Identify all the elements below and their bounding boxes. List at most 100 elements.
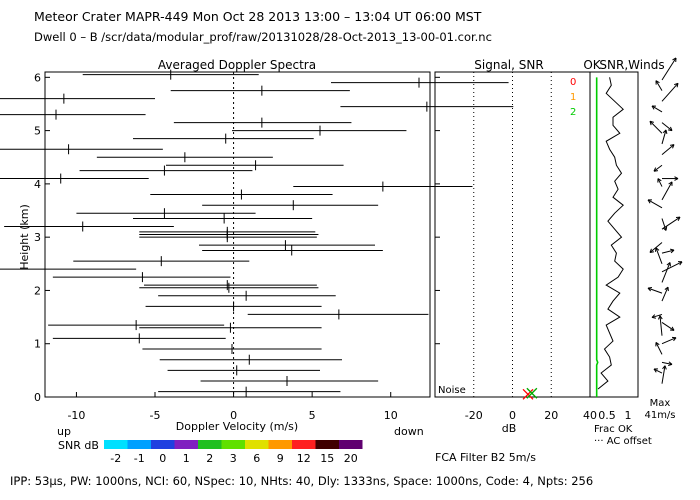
frac-ok-tick-label: 0.5: [598, 409, 616, 422]
wind-arrowhead: [669, 126, 673, 131]
colorbar-swatch: [104, 440, 128, 449]
header-title: Meteor Crater MAPR-449 Mon Oct 28 2013 1…: [34, 9, 482, 24]
wind-vector: [655, 80, 663, 91]
height-ticks: 0 1 2 3 4 5 6: [34, 71, 440, 404]
wind-vector: [649, 120, 663, 134]
velocity-ticks: -10 -5 0 5 10: [67, 392, 398, 422]
snr-tick-label: 40: [583, 409, 597, 422]
wind-arrowhead: [659, 315, 663, 320]
velocity-tick-label: -5: [150, 409, 161, 422]
wind-vector: [661, 361, 673, 365]
wind-vector: [651, 313, 663, 318]
wind-vector: [659, 315, 663, 336]
wind-vector: [661, 57, 677, 81]
height-tick-label: 6: [34, 71, 41, 84]
snr-tick-label: 20: [544, 409, 558, 422]
wind-vector: [647, 199, 663, 209]
wind-arrowhead: [655, 247, 660, 251]
ok-flag-1: 1: [570, 92, 576, 103]
wind-arrowhead: [662, 365, 666, 370]
colorbar-tick-label: 15: [320, 452, 334, 465]
colorbar-swatch: [198, 440, 222, 449]
wind-arrowhead: [670, 249, 675, 254]
fca-filter-label: FCA Filter B2 5m/s: [435, 451, 536, 464]
wind-vector: [661, 365, 666, 384]
wind-arrowhead: [665, 226, 668, 231]
wind-vector: [655, 342, 663, 355]
snr-colorbar: -2 -1 0 1 2 3 6 9 12 15 20: [104, 440, 363, 465]
wind-arrowhead: [674, 82, 679, 86]
wind-arrowhead: [668, 181, 673, 185]
wind-arrowhead: [673, 337, 677, 342]
frac-ok-ticks: 0.5 1: [598, 409, 631, 422]
wind-arrowhead: [665, 129, 668, 134]
velocity-tick-label: 10: [384, 409, 398, 422]
wind-vector: [661, 262, 671, 283]
wind-vector: [651, 105, 663, 113]
colorbar-tick-label: 6: [253, 452, 260, 465]
colorbar-tick-label: 20: [344, 452, 358, 465]
wind-vector: [647, 287, 663, 294]
colorbar-swatch: [268, 440, 292, 449]
wind-arrowhead: [649, 251, 655, 253]
wind-vector: [653, 368, 663, 374]
colorbar-swatch: [315, 440, 339, 449]
colorbar-tick-label: 12: [297, 452, 311, 465]
colorbar-tick-label: -2: [110, 452, 121, 465]
spectra-markers: [0, 69, 514, 397]
wind-arrowhead: [666, 262, 671, 266]
down-label: down: [394, 425, 424, 438]
height-tick-label: 3: [34, 231, 41, 244]
wind-arrowhead: [651, 316, 657, 319]
height-tick-label: 2: [34, 284, 41, 297]
wind-arrowhead: [669, 144, 675, 146]
wind-arrowhead: [647, 287, 652, 292]
ok-panel-frame: [589, 71, 639, 398]
colorbar-swatch: [292, 440, 316, 449]
ok-flag-2: 2: [570, 107, 576, 118]
wind-vector: [653, 164, 663, 172]
wind-arrowhead: [653, 170, 659, 172]
wind-arrowhead: [671, 326, 675, 331]
wind-arrowhead: [662, 227, 667, 231]
snr-x-axis-label: dB: [502, 422, 517, 435]
wind-vector: [661, 144, 675, 155]
colorbar-tick-label: -1: [134, 452, 145, 465]
snr-tick-label: 0: [509, 409, 516, 422]
wind-arrowhead: [647, 286, 653, 289]
height-tick-label: 4: [34, 178, 41, 191]
height-tick-label: 0: [34, 391, 41, 404]
frac-ok-line: [595, 77, 599, 397]
colorbar-swatch: [339, 440, 363, 449]
colorbar-tick-label: 1: [183, 452, 190, 465]
wind-arrowhead: [672, 57, 677, 61]
wind-arrowhead: [670, 248, 675, 251]
wind-arrowhead: [647, 199, 651, 204]
wind-arrowhead: [664, 365, 667, 370]
wind-arrowhead: [674, 176, 679, 179]
wind-arrowhead: [677, 216, 681, 221]
wind-barbs: [647, 57, 683, 384]
radar-parameters-footer: IPP: 53μs, PW: 1000ns, NCI: 60, NSpec: 1…: [10, 474, 594, 488]
wind-arrowhead: [664, 286, 669, 290]
colorbar-swatch: [127, 440, 151, 449]
wind-arrowhead: [674, 178, 679, 181]
ac-offset-label: ··· AC offset: [594, 436, 652, 447]
wind-arrowhead: [653, 167, 657, 172]
frac-ok-tick-label: 1: [625, 409, 632, 422]
snr-title: Signal, SNR: [474, 58, 543, 72]
x-axis-label: Doppler Velocity (m/s): [176, 420, 298, 433]
ok-flag-0: 0: [570, 77, 576, 88]
colorbar-tick-label: 9: [277, 452, 284, 465]
up-label: up: [57, 425, 71, 438]
wind-arrowhead: [655, 341, 660, 346]
colorbar-swatch: [174, 440, 198, 449]
snr-ticks: -20 0 20 40: [465, 409, 597, 422]
ac-offset-line: [597, 77, 624, 390]
colorbar-swatch: [151, 440, 175, 449]
wind-arrowhead: [654, 247, 657, 252]
colorbar-swatch: [245, 440, 269, 449]
velocity-tick-label: -10: [67, 409, 85, 422]
wind-arrowhead: [662, 129, 667, 134]
winds-title: SNR,Winds: [599, 58, 664, 72]
